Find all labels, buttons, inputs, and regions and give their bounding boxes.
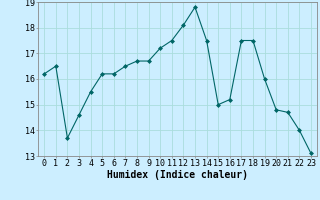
X-axis label: Humidex (Indice chaleur): Humidex (Indice chaleur)	[107, 170, 248, 180]
